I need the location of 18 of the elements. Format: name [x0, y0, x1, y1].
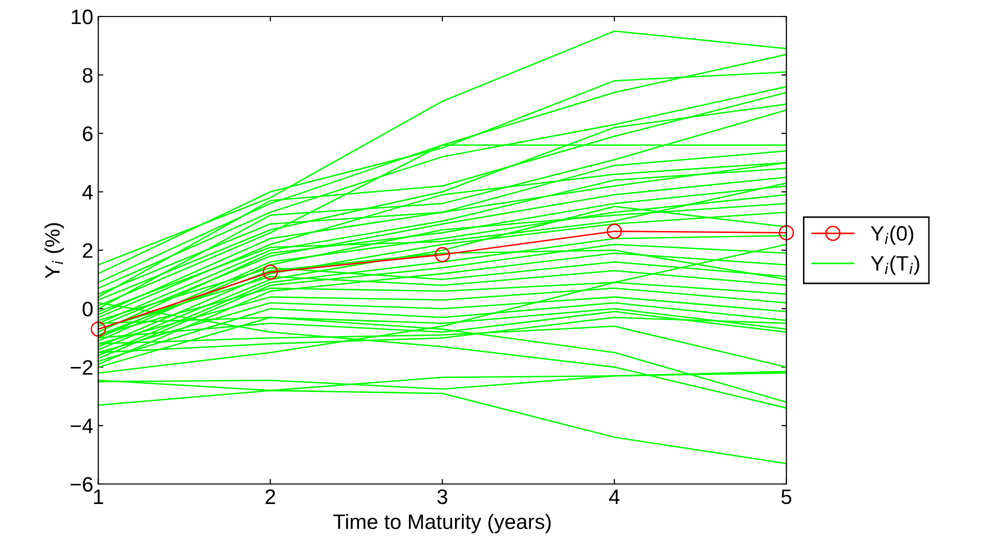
legend-label: Y$_{i}$(0)	[870, 225, 914, 245]
y-tick-label: −2	[70, 360, 92, 375]
x-tick-label: 4	[609, 490, 620, 504]
x-tick-label: 2	[266, 489, 276, 504]
x-tick-label: 3	[437, 489, 448, 504]
x-tick-label: 1	[94, 490, 104, 504]
y-tick-label: 2	[82, 243, 92, 258]
y-tick-label: 0	[82, 302, 93, 316]
y-tick-label: 8	[82, 68, 93, 83]
y-axis-title: Y$_{i}$ (%)	[44, 223, 64, 278]
legend-label: Y$_{i}$(T$_{i}$)	[870, 255, 920, 275]
y-tick-label: 10	[72, 10, 93, 24]
x-axis-title: Time to Maturity (years)	[333, 514, 551, 534]
y-tick-label: 6	[82, 126, 93, 142]
y-tick-label: −6	[70, 477, 93, 492]
x-tick-label: 5	[781, 490, 792, 504]
y-tick-label: −4	[70, 418, 93, 434]
y-tick-label: 4	[82, 185, 93, 200]
